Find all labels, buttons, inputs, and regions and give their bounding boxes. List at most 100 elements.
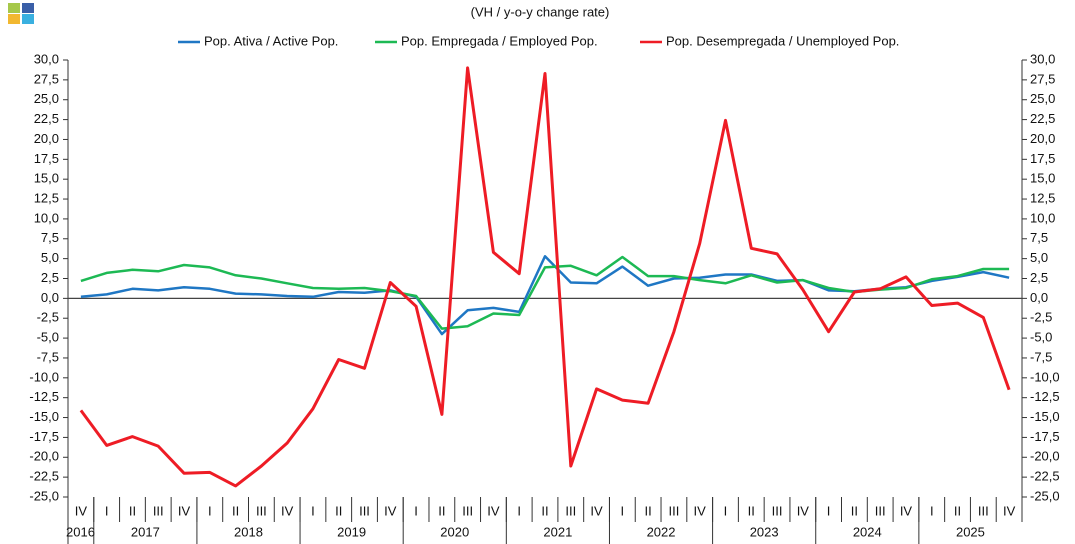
y2-tick-label: 30,0 [1030, 51, 1055, 66]
y-tick-label: 30,0 [34, 51, 59, 66]
x-tick-label: IV [797, 503, 810, 518]
y2-tick-label: 22,5 [1030, 111, 1055, 126]
x-tick-label: II [954, 503, 961, 518]
y-tick-label: 25,0 [34, 91, 59, 106]
year-label: 2016 [66, 524, 95, 539]
y2-tick-label: -7,5 [1030, 349, 1052, 364]
x-tick-label: III [565, 503, 576, 518]
y2-tick-label: 5,0 [1030, 250, 1048, 265]
year-label: 2019 [337, 524, 366, 539]
y-tick-label: -15,0 [29, 409, 59, 424]
y-tick-label: -25,0 [29, 488, 59, 503]
x-tick-label: I [208, 503, 212, 518]
y2-tick-label: 7,5 [1030, 230, 1048, 245]
y-tick-label: -20,0 [29, 449, 59, 464]
year-label: 2017 [131, 524, 160, 539]
y2-tick-label: -12,5 [1030, 389, 1060, 404]
x-tick-label: I [724, 503, 728, 518]
x-tick-label: I [827, 503, 831, 518]
series-line [80, 255, 1010, 330]
legend-label: Pop. Ativa / Active Pop. [204, 33, 338, 48]
x-tick-label: IV [590, 503, 603, 518]
y2-tick-label: -17,5 [1030, 429, 1060, 444]
x-tick-label: II [541, 503, 548, 518]
y-tick-label: 15,0 [34, 171, 59, 186]
y2-tick-label: 25,0 [1030, 91, 1055, 106]
x-tick-label: II [748, 503, 755, 518]
y2-tick-label: 10,0 [1030, 210, 1055, 225]
y-tick-label: -12,5 [29, 389, 59, 404]
x-tick-label: II [335, 503, 342, 518]
x-tick-label: I [311, 503, 315, 518]
year-label: 2024 [853, 524, 882, 539]
y-tick-label: 20,0 [34, 131, 59, 146]
x-tick-label: III [668, 503, 679, 518]
y-tick-label: -10,0 [29, 369, 59, 384]
y2-tick-label: -25,0 [1030, 488, 1060, 503]
y-tick-label: 22,5 [34, 111, 59, 126]
x-tick-label: I [930, 503, 934, 518]
x-tick-label: I [621, 503, 625, 518]
x-tick-label: II [438, 503, 445, 518]
x-tick-label: IV [178, 503, 191, 518]
y-tick-label: -2,5 [37, 310, 59, 325]
legend-label: Pop. Empregada / Employed Pop. [401, 33, 598, 48]
y-tick-label: 12,5 [34, 190, 59, 205]
chart-title: (VH / y-o-y change rate) [471, 4, 610, 19]
year-label: 2020 [440, 524, 469, 539]
y2-tick-label: -2,5 [1030, 310, 1052, 325]
x-tick-label: II [851, 503, 858, 518]
y-tick-label: 0,0 [41, 290, 59, 305]
x-tick-label: I [414, 503, 418, 518]
logo [8, 3, 34, 24]
y2-tick-label: 0,0 [1030, 290, 1048, 305]
x-tick-label: III [978, 503, 989, 518]
y2-tick-label: 12,5 [1030, 190, 1055, 205]
y2-tick-label: 20,0 [1030, 131, 1055, 146]
y2-tick-label: -20,0 [1030, 449, 1060, 464]
year-label: 2023 [750, 524, 779, 539]
x-tick-label: IV [75, 503, 88, 518]
y-tick-label: 17,5 [34, 151, 59, 166]
x-tick-label: III [875, 503, 886, 518]
y2-tick-label: 15,0 [1030, 171, 1055, 186]
y-tick-label: 10,0 [34, 210, 59, 225]
y-tick-label: -7,5 [37, 349, 59, 364]
x-tick-label: II [129, 503, 136, 518]
y2-tick-label: 2,5 [1030, 270, 1048, 285]
y2-tick-label: 27,5 [1030, 71, 1055, 86]
y2-tick-label: -22,5 [1030, 469, 1060, 484]
y2-tick-label: -5,0 [1030, 330, 1052, 345]
x-tick-label: IV [384, 503, 397, 518]
y-tick-label: 5,0 [41, 250, 59, 265]
x-tick-label: III [153, 503, 164, 518]
y-tick-label: -17,5 [29, 429, 59, 444]
year-label: 2018 [234, 524, 263, 539]
x-tick-label: IV [900, 503, 913, 518]
year-label: 2022 [647, 524, 676, 539]
year-label: 2021 [543, 524, 572, 539]
y-tick-label: 2,5 [41, 270, 59, 285]
x-tick-label: IV [487, 503, 500, 518]
x-tick-label: I [105, 503, 109, 518]
y2-tick-label: -15,0 [1030, 409, 1060, 424]
x-tick-label: I [517, 503, 521, 518]
series-line [79, 66, 1011, 488]
x-tick-label: III [462, 503, 473, 518]
x-tick-label: II [645, 503, 652, 518]
x-tick-label: IV [694, 503, 707, 518]
y-tick-label: 27,5 [34, 71, 59, 86]
y-tick-label: -22,5 [29, 469, 59, 484]
y-tick-label: 7,5 [41, 230, 59, 245]
x-tick-label: III [359, 503, 370, 518]
x-tick-label: III [256, 503, 267, 518]
x-tick-label: IV [1003, 503, 1016, 518]
x-tick-label: II [232, 503, 239, 518]
y-tick-label: -5,0 [37, 330, 59, 345]
year-label: 2025 [956, 524, 985, 539]
x-tick-label: IV [281, 503, 294, 518]
x-tick-label: III [772, 503, 783, 518]
y2-tick-label: 17,5 [1030, 151, 1055, 166]
y2-tick-label: -10,0 [1030, 369, 1060, 384]
